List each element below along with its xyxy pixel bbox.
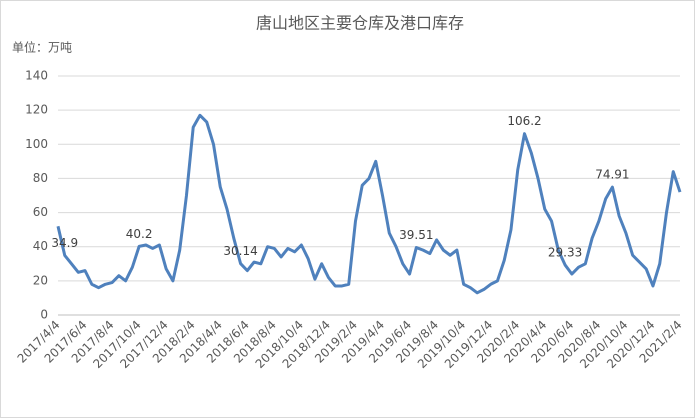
- y-tick-label: 40: [33, 239, 48, 253]
- y-tick-label: 80: [33, 171, 48, 185]
- y-tick-label: 0: [40, 308, 48, 322]
- series-line: [56, 113, 682, 295]
- y-tick-label: 100: [25, 137, 48, 151]
- data-label: 30.14: [223, 244, 257, 258]
- y-tick-label: 140: [25, 69, 48, 83]
- chart-title: 唐山地区主要仓库及港口库存: [256, 14, 464, 33]
- data-label: 40.2: [126, 227, 153, 241]
- data-label: 39.51: [399, 228, 433, 242]
- y-axis-label: 单位：万吨: [12, 40, 72, 55]
- y-tick-label: 60: [33, 205, 48, 219]
- y-tick-label: 20: [33, 273, 48, 287]
- data-label: 74.91: [595, 168, 629, 182]
- data-label: 29.33: [548, 245, 582, 259]
- y-tick-label: 120: [25, 103, 48, 117]
- data-label: 106.2: [507, 114, 541, 128]
- data-label: 34.9: [51, 236, 78, 250]
